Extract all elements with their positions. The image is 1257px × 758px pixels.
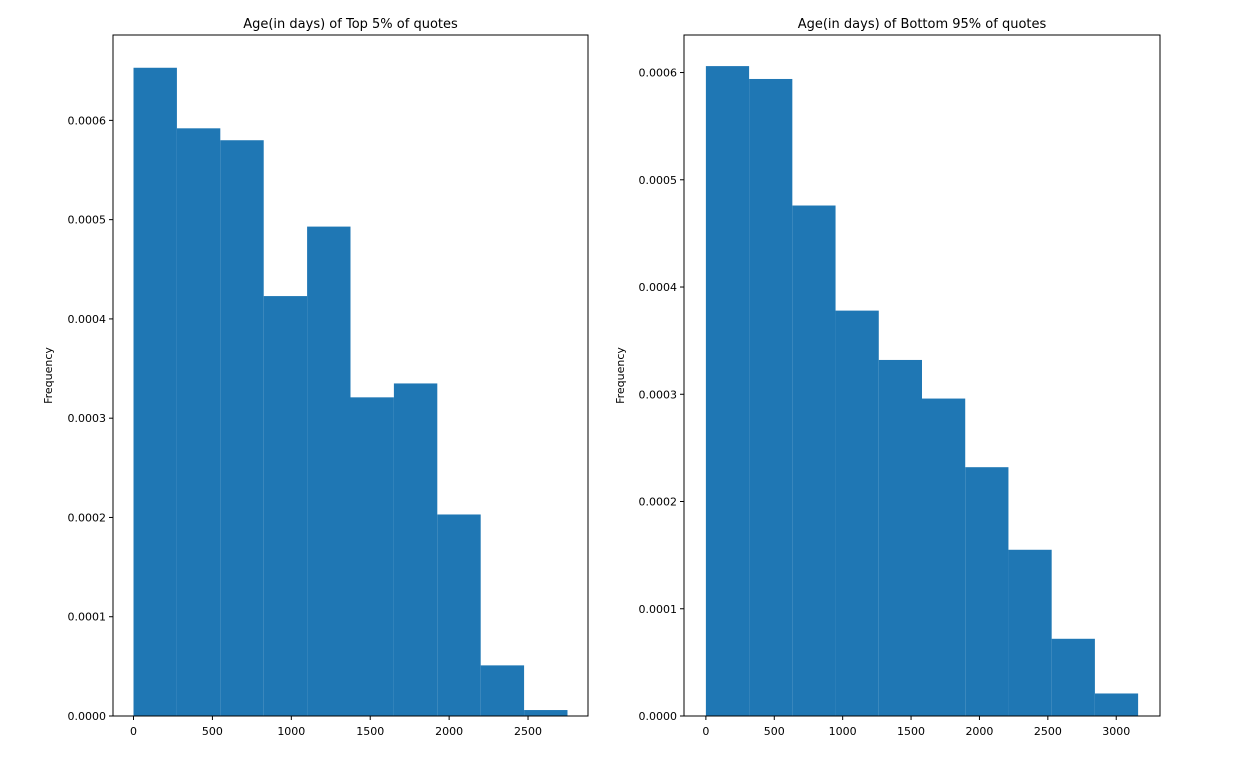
x-tick-label: 500 — [764, 725, 785, 738]
y-tick-label: 0.0001 — [639, 603, 678, 616]
x-tick-label: 2000 — [435, 725, 463, 738]
y-tick-label: 0.0004 — [68, 313, 107, 326]
histogram-bar — [480, 665, 525, 716]
y-tick-label: 0.0005 — [639, 174, 678, 187]
histogram-bar — [524, 710, 568, 716]
y-axis-label: Frequency — [614, 347, 627, 404]
histogram-bar — [350, 397, 394, 716]
chart-title: Age(in days) of Top 5% of quotes — [243, 17, 458, 32]
histogram-bar — [835, 310, 879, 716]
histogram-bar — [749, 78, 793, 716]
axes-frame — [683, 34, 1161, 717]
x-tick-label: 2500 — [514, 725, 542, 738]
x-tick-label: 0 — [130, 725, 137, 738]
top-5-percent-histogram: 0 500 1000 1500 2000 2500 0.0000 0.0001 0.0002 0.… — [42, 17, 589, 738]
y-tick-label: 0.0006 — [639, 67, 678, 80]
histogram-bar — [307, 226, 351, 716]
x-tick-label: 3000 — [1102, 725, 1130, 738]
x-tick-label: 0 — [702, 725, 709, 738]
y-tick-label: 0.0000 — [639, 710, 678, 723]
x-tick-label: 1000 — [829, 725, 857, 738]
histogram-bar — [1008, 549, 1052, 716]
y-tick-label: 0.0002 — [68, 511, 107, 524]
histogram-bar — [263, 296, 308, 716]
histogram-bar — [1094, 693, 1139, 716]
x-tick-label: 1000 — [277, 725, 305, 738]
y-tick-label: 0.0003 — [68, 412, 107, 425]
y-tick-label: 0.0006 — [68, 114, 107, 127]
y-tick-label: 0.0001 — [68, 611, 107, 624]
x-tick-label: 2000 — [965, 725, 993, 738]
x-tick-label: 500 — [202, 725, 223, 738]
y-tick-label: 0.0004 — [639, 281, 678, 294]
y-tick-label: 0.0002 — [639, 496, 678, 509]
histogram-bar — [1051, 638, 1095, 716]
x-tick-label: 1500 — [356, 725, 384, 738]
histogram-bar — [922, 398, 966, 716]
histogram-bar — [437, 514, 481, 716]
y-tick-label: 0.0005 — [68, 214, 107, 227]
histogram-bar — [792, 205, 836, 716]
y-axis-label: Frequency — [42, 347, 55, 404]
histogram-bar — [133, 67, 177, 717]
histogram-bar — [220, 140, 264, 716]
chart-title: Age(in days) of Bottom 95% of quotes — [798, 17, 1047, 32]
y-tick-label: 0.0003 — [639, 388, 678, 401]
x-tick-label: 2500 — [1034, 725, 1062, 738]
histogram-bar — [705, 66, 750, 717]
histogram-bar — [176, 128, 221, 716]
histogram-bar — [393, 383, 438, 716]
histogram-bar — [965, 467, 1009, 716]
axes-frame — [112, 34, 589, 717]
x-tick-label: 1500 — [897, 725, 925, 738]
histogram-bar — [878, 359, 922, 716]
y-tick-label: 0.0000 — [68, 710, 107, 723]
bottom-95-percent-histogram: 0 500 1000 1500 2000 2500 3000 0.0000 0.0001 0.00… — [614, 17, 1161, 738]
